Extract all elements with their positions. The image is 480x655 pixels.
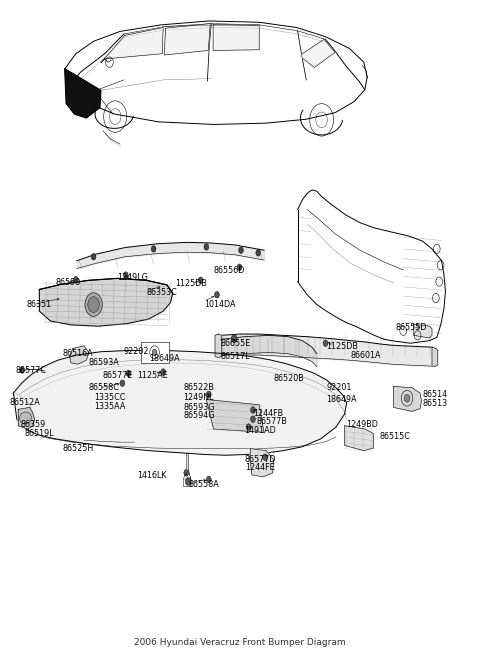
Text: 86522B: 86522B [183, 383, 214, 392]
Text: 18649A: 18649A [149, 354, 180, 364]
Circle shape [404, 394, 410, 402]
Text: 2006 Hyundai Veracruz Front Bumper Diagram: 2006 Hyundai Veracruz Front Bumper Diagr… [134, 638, 346, 647]
Text: 86594G: 86594G [183, 411, 215, 421]
Circle shape [185, 477, 191, 485]
Circle shape [206, 391, 211, 398]
Text: 86525H: 86525H [62, 444, 94, 453]
Text: 1335AA: 1335AA [95, 402, 126, 411]
Circle shape [231, 335, 237, 343]
Circle shape [20, 367, 24, 373]
Circle shape [120, 380, 125, 386]
Circle shape [251, 407, 255, 413]
Text: 86519L: 86519L [25, 429, 55, 438]
Text: 86514: 86514 [422, 390, 447, 400]
FancyBboxPatch shape [141, 342, 169, 363]
Text: 1491AD: 1491AD [244, 426, 276, 435]
Polygon shape [70, 346, 89, 364]
Text: 86359: 86359 [20, 420, 46, 429]
Text: 86577C: 86577C [15, 366, 47, 375]
Text: 92201: 92201 [326, 383, 352, 392]
Circle shape [215, 291, 219, 298]
Circle shape [239, 247, 243, 253]
Text: 86515C: 86515C [379, 432, 410, 441]
Polygon shape [394, 386, 421, 411]
Polygon shape [65, 69, 101, 118]
Circle shape [126, 370, 131, 377]
Polygon shape [215, 334, 222, 358]
Circle shape [206, 476, 211, 483]
Polygon shape [345, 426, 373, 451]
Text: 1125DB: 1125DB [326, 342, 358, 351]
Text: 1125AE: 1125AE [137, 371, 168, 381]
Text: 86655E: 86655E [221, 339, 251, 348]
Text: 86520B: 86520B [274, 374, 304, 383]
Polygon shape [250, 449, 274, 477]
Text: 1416LK: 1416LK [137, 471, 166, 480]
Circle shape [198, 277, 203, 284]
Circle shape [152, 349, 157, 356]
Circle shape [323, 340, 328, 346]
Text: 86516A: 86516A [62, 349, 93, 358]
Text: 86577E: 86577E [102, 371, 132, 381]
Circle shape [123, 272, 128, 278]
Ellipse shape [20, 412, 31, 424]
Circle shape [251, 416, 255, 422]
Text: 86555D: 86555D [396, 323, 428, 332]
Polygon shape [432, 347, 438, 366]
Polygon shape [13, 350, 347, 455]
Polygon shape [164, 24, 210, 55]
Text: 86351: 86351 [26, 300, 51, 309]
Text: 86353C: 86353C [146, 288, 177, 297]
Text: 86513: 86513 [422, 399, 447, 408]
Polygon shape [206, 400, 264, 432]
Polygon shape [39, 278, 173, 326]
Text: 86517L: 86517L [221, 352, 251, 361]
Text: 86593G: 86593G [183, 403, 215, 412]
Text: 86593A: 86593A [89, 358, 120, 367]
Circle shape [263, 454, 267, 460]
Circle shape [204, 244, 209, 250]
Text: 1244FE: 1244FE [245, 462, 275, 472]
Polygon shape [301, 39, 335, 67]
Text: 86577D: 86577D [245, 455, 276, 464]
Circle shape [91, 253, 96, 260]
Text: 86512A: 86512A [10, 398, 40, 407]
Circle shape [184, 470, 189, 476]
Text: 1249LG: 1249LG [118, 272, 148, 282]
Text: 1249BD: 1249BD [347, 420, 378, 429]
Text: 86577B: 86577B [257, 417, 288, 426]
Text: 1335CC: 1335CC [95, 393, 126, 402]
Circle shape [85, 293, 102, 316]
Text: 86556D: 86556D [214, 266, 245, 275]
Text: 86601A: 86601A [350, 350, 381, 360]
Text: 86558C: 86558C [89, 383, 120, 392]
Polygon shape [101, 28, 163, 63]
Polygon shape [18, 407, 35, 429]
Text: 1249NL: 1249NL [183, 393, 214, 402]
Circle shape [246, 424, 251, 430]
Polygon shape [213, 24, 259, 50]
Text: 86558A: 86558A [189, 479, 219, 489]
Circle shape [151, 246, 156, 252]
Text: 1244FB: 1244FB [253, 409, 284, 418]
Circle shape [237, 264, 242, 271]
Text: 1125DB: 1125DB [175, 279, 207, 288]
Polygon shape [414, 324, 432, 338]
Text: 86590: 86590 [55, 278, 81, 288]
Circle shape [161, 369, 166, 375]
Text: 92202: 92202 [124, 346, 149, 356]
Circle shape [256, 250, 261, 256]
Text: 1014DA: 1014DA [204, 300, 236, 309]
Text: 18649A: 18649A [326, 395, 357, 404]
Circle shape [73, 276, 78, 283]
Circle shape [88, 297, 99, 312]
